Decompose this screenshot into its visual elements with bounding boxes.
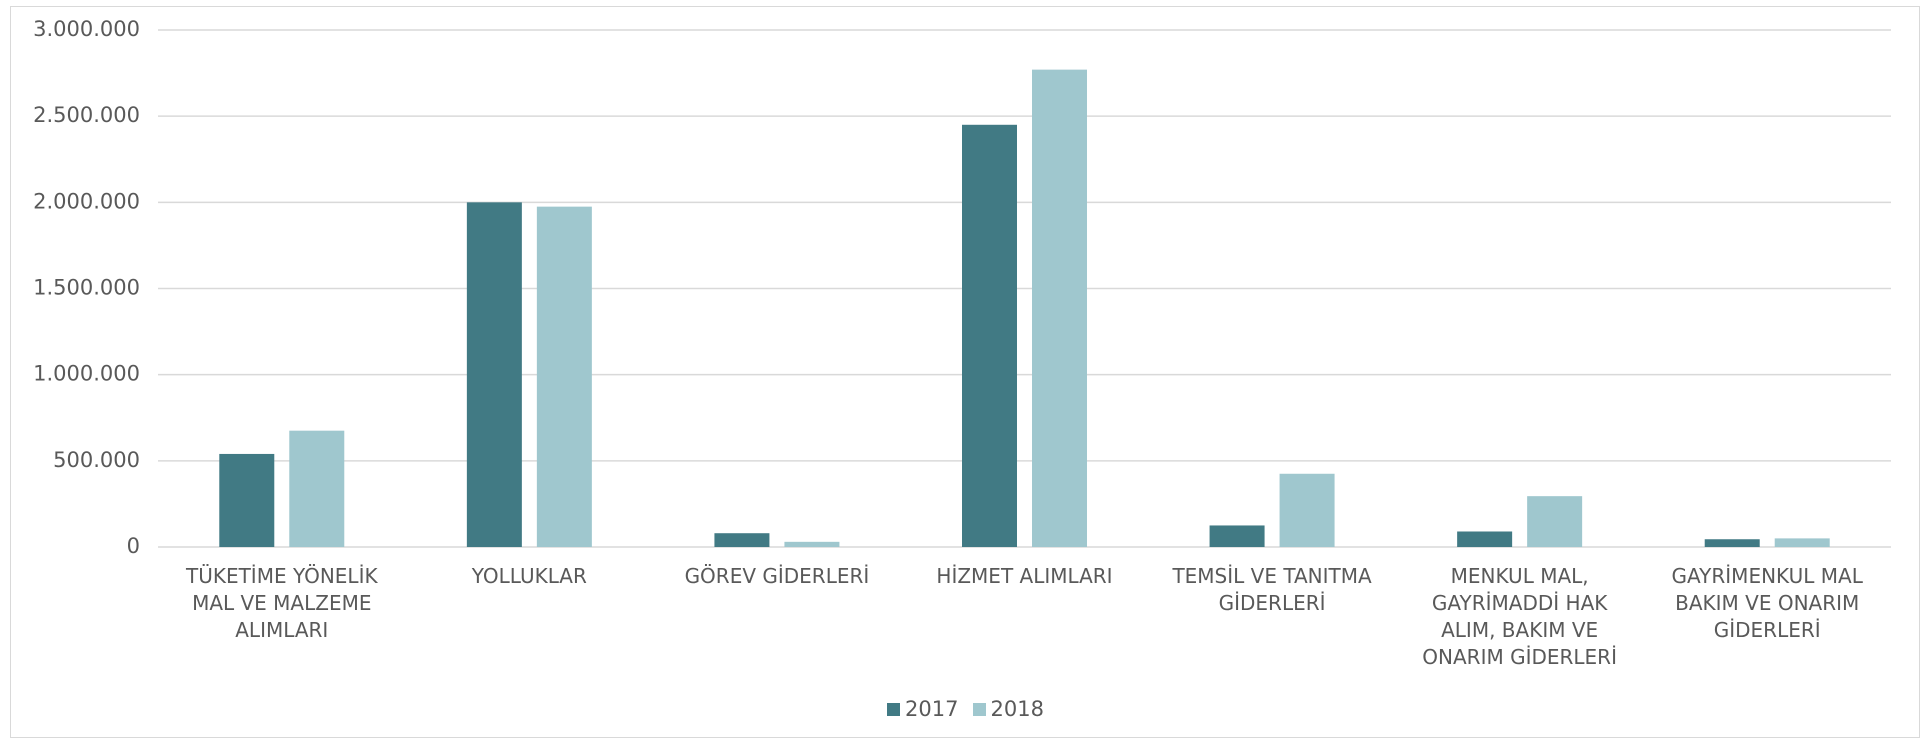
x-tick-label: GAYRİMENKUL MAL BAKIM VE ONARIM GİDERLER…: [1671, 564, 1863, 642]
bar: [466, 202, 522, 548]
x-tick-label: MENKUL MAL, GAYRİMADDİ HAK ALIM, BAKIM V…: [1422, 564, 1617, 669]
bar: [1209, 525, 1265, 547]
y-tick-label: 1.000.000: [33, 362, 140, 386]
bar: [536, 206, 592, 547]
bar: [1279, 473, 1335, 547]
x-tick-label: YOLLUKLAR: [471, 564, 587, 588]
bar: [219, 453, 275, 547]
chart-border: [10, 6, 1920, 738]
bar: [289, 430, 345, 547]
y-tick-label: 1.500.000: [33, 276, 140, 300]
x-tick-label: TEMSİL VE TANITMA GİDERLERİ: [1172, 564, 1372, 615]
bar: [1704, 539, 1760, 547]
legend-swatch: [887, 702, 901, 716]
y-tick-label: 2.000.000: [33, 189, 140, 213]
legend-label: 2018: [990, 697, 1044, 721]
legend-item: 2018: [972, 697, 1044, 721]
y-tick-label: 2.500.000: [33, 103, 140, 127]
bar: [1457, 531, 1513, 547]
bar: [1032, 69, 1087, 548]
bar: [784, 541, 840, 547]
x-tick-label: HİZMET ALIMLARI: [936, 564, 1113, 588]
bar: [962, 124, 1017, 548]
bar: [714, 533, 770, 547]
bar: [1774, 538, 1830, 547]
bar: [1527, 496, 1583, 547]
y-tick-label: 500.000: [53, 448, 140, 472]
y-tick-label: 0: [127, 534, 140, 558]
x-tick-label: TÜKETİME YÖNELİK MAL VE MALZEME ALIMLARI: [185, 564, 378, 642]
y-tick-label: 3.000.000: [33, 17, 140, 41]
legend-item: 2017: [887, 697, 959, 721]
x-tick-label: GÖREV GİDERLERİ: [684, 564, 870, 588]
legend-label: 2017: [905, 697, 959, 721]
legend: 2017 2018: [0, 697, 1931, 721]
legend-swatch: [972, 702, 986, 716]
